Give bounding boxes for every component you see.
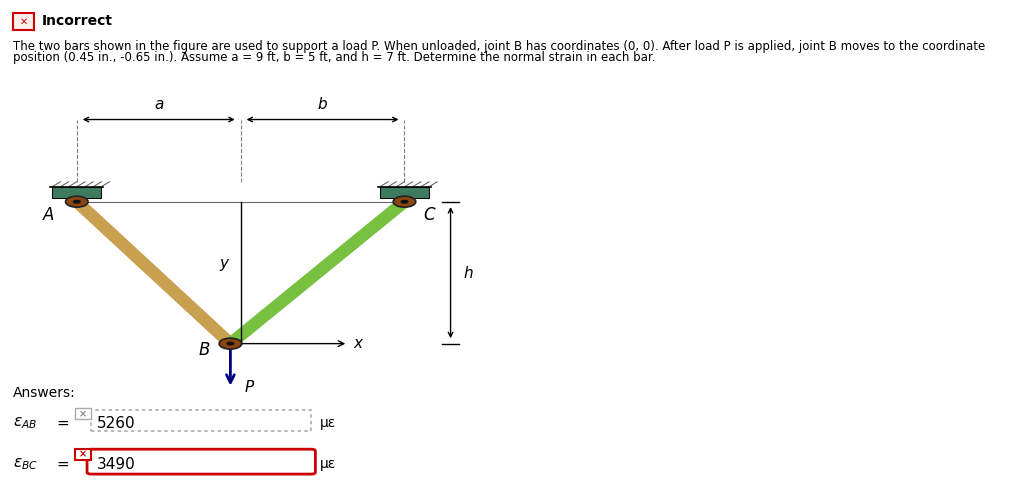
- Circle shape: [73, 200, 81, 204]
- Circle shape: [66, 196, 88, 207]
- Text: $\varepsilon_{BC}$: $\varepsilon_{BC}$: [13, 456, 38, 472]
- Text: $b$: $b$: [317, 96, 328, 112]
- Text: ✕: ✕: [19, 16, 28, 26]
- Text: $h$: $h$: [463, 264, 473, 281]
- Text: 3490: 3490: [97, 457, 136, 472]
- Circle shape: [226, 342, 234, 346]
- Bar: [395, 197, 414, 203]
- Text: =: =: [56, 457, 69, 472]
- Text: A: A: [43, 206, 54, 224]
- Text: 5260: 5260: [97, 416, 136, 431]
- Text: ×: ×: [79, 450, 87, 460]
- FancyBboxPatch shape: [87, 449, 315, 474]
- Text: B: B: [199, 341, 210, 359]
- Text: Answers:: Answers:: [13, 386, 76, 400]
- Circle shape: [393, 196, 416, 207]
- Bar: [80, 197, 86, 203]
- Bar: [68, 197, 86, 203]
- Text: $x$: $x$: [353, 336, 365, 351]
- Text: Incorrect: Incorrect: [42, 14, 113, 28]
- FancyBboxPatch shape: [75, 449, 91, 460]
- Circle shape: [400, 200, 409, 204]
- FancyBboxPatch shape: [75, 408, 91, 419]
- Text: position (0.45 in., -0.65 in.). Assume a = 9 ft, b = 5 ft, and h = 7 ft. Determi: position (0.45 in., -0.65 in.). Assume a…: [13, 51, 655, 64]
- Bar: [68, 197, 74, 203]
- Text: ×: ×: [79, 409, 87, 419]
- Text: The two bars shown in the figure are used to support a load P. When unloaded, jo: The two bars shown in the figure are use…: [13, 40, 985, 53]
- Bar: [52, 187, 101, 198]
- Text: $y$: $y$: [219, 257, 230, 273]
- Circle shape: [219, 338, 242, 349]
- Text: $P$: $P$: [244, 379, 255, 395]
- Text: $a$: $a$: [154, 97, 164, 112]
- Text: με: με: [319, 457, 336, 471]
- Text: $\varepsilon_{AB}$: $\varepsilon_{AB}$: [13, 415, 38, 431]
- FancyBboxPatch shape: [13, 13, 34, 30]
- Bar: [91, 410, 311, 431]
- Text: =: =: [56, 416, 69, 431]
- Bar: [408, 197, 414, 203]
- Bar: [380, 187, 429, 198]
- Bar: [395, 197, 401, 203]
- Text: με: με: [319, 416, 336, 430]
- Text: C: C: [423, 206, 434, 224]
